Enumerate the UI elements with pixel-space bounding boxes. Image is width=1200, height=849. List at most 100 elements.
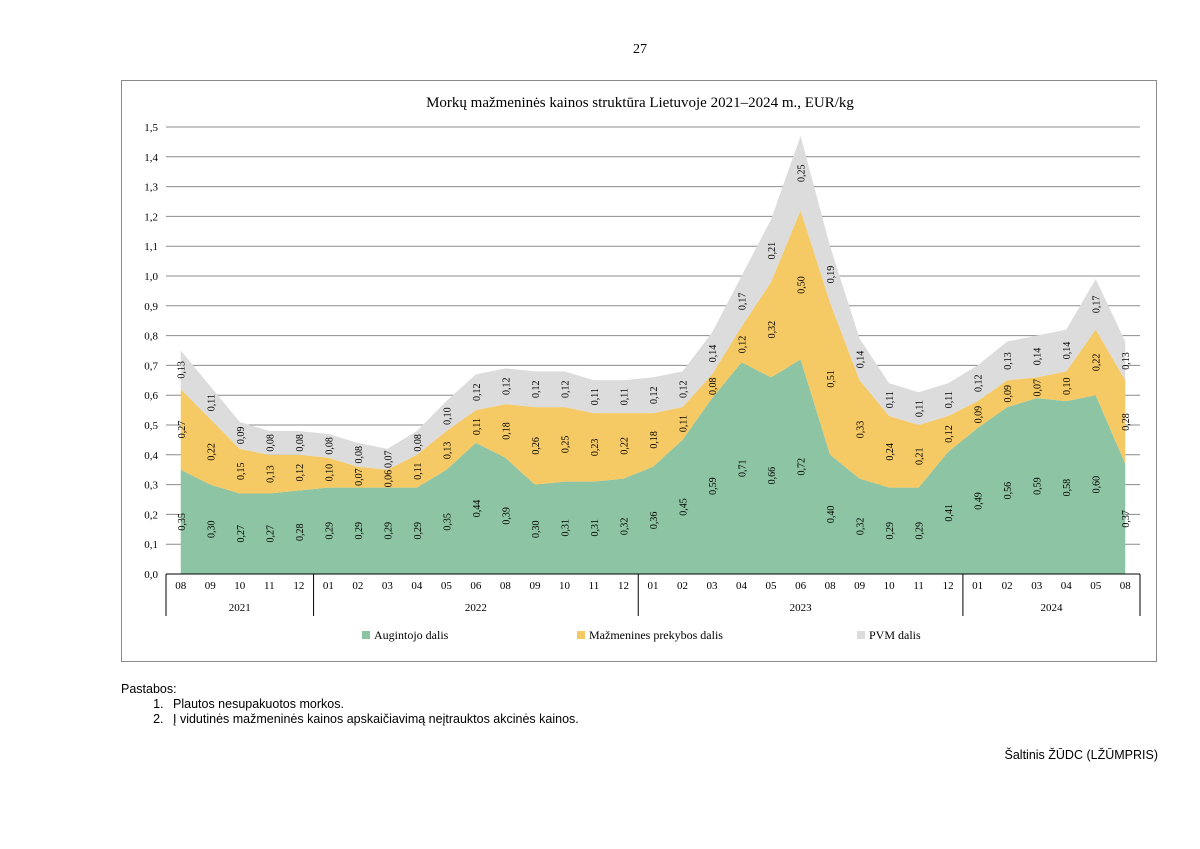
data-label: 0,18 — [501, 422, 512, 440]
legend-label: Augintojo dalis — [374, 628, 449, 642]
page-number: 27 — [633, 42, 647, 57]
x-tick-label: 05 — [1090, 580, 1102, 592]
notes: Pastabos: Plautos nesupakuotos morkos. Į… — [121, 682, 579, 727]
data-label: 0,22 — [206, 443, 217, 461]
data-label: 0,30 — [531, 521, 542, 539]
data-label: 0,31 — [590, 519, 601, 537]
data-label: 0,12 — [649, 386, 660, 404]
data-label: 0,11 — [472, 418, 483, 435]
data-label: 0,08 — [295, 434, 306, 452]
x-tick-label: 09 — [205, 580, 217, 592]
data-label: 0,12 — [531, 380, 542, 398]
data-label: 0,35 — [177, 513, 188, 531]
legend-label: PVM dalis — [869, 628, 921, 642]
x-tick-label: 11 — [264, 580, 275, 592]
data-label: 0,29 — [383, 522, 394, 540]
legend-swatch — [857, 631, 865, 639]
x-tick-label: 11 — [589, 580, 600, 592]
data-label: 0,26 — [531, 437, 542, 455]
data-label: 0,12 — [560, 380, 571, 398]
data-label: 0,14 — [856, 351, 867, 369]
data-label: 0,11 — [944, 391, 955, 408]
data-label: 0,12 — [944, 425, 955, 443]
x-tick-label: 05 — [766, 580, 778, 592]
data-label: 0,71 — [738, 459, 749, 477]
data-label: 0,08 — [265, 434, 276, 452]
data-label: 0,11 — [679, 415, 690, 432]
data-label: 0,08 — [708, 378, 719, 396]
year-label: 2022 — [465, 602, 487, 614]
legend-label: Mažmenines prekybos dalis — [589, 628, 723, 642]
data-label: 0,39 — [501, 507, 512, 525]
x-tick-label: 10 — [559, 580, 571, 592]
data-label: 0,09 — [1003, 385, 1014, 403]
data-label: 0,07 — [354, 468, 365, 486]
data-label: 0,10 — [442, 407, 453, 425]
data-label: 0,27 — [236, 525, 247, 543]
data-label: 0,24 — [885, 443, 896, 461]
notes-list: Plautos nesupakuotos morkos. Į vidutinės… — [121, 697, 579, 727]
x-tick-label: 06 — [795, 580, 807, 592]
data-label: 0,51 — [826, 370, 837, 388]
data-label: 0,28 — [1121, 413, 1132, 431]
data-label: 0,35 — [442, 513, 453, 531]
data-label: 0,07 — [1033, 379, 1044, 397]
legend-swatch — [577, 631, 585, 639]
data-label: 0,06 — [383, 470, 394, 488]
data-label: 0,32 — [767, 321, 778, 339]
data-label: 0,58 — [1062, 479, 1073, 497]
data-label: 0,29 — [324, 522, 335, 540]
data-label: 0,27 — [265, 525, 276, 543]
stacked-area-chart: Morkų mažmeninės kainos struktūra Lietuv… — [144, 95, 1141, 642]
data-label: 0,59 — [708, 477, 719, 495]
data-label: 0,32 — [619, 518, 630, 536]
x-tick-label: 09 — [854, 580, 866, 592]
data-label: 0,21 — [767, 242, 778, 259]
chart-title: Morkų mažmeninės kainos struktūra Lietuv… — [426, 95, 854, 111]
data-label: 0,49 — [974, 492, 985, 510]
x-tick-label: 02 — [677, 580, 688, 592]
data-label: 0,25 — [560, 436, 571, 454]
chart-frame: Morkų mažmeninės kainos struktūra Lietuv… — [121, 80, 1157, 662]
data-label: 0,11 — [206, 394, 217, 411]
data-label: 0,45 — [679, 498, 690, 516]
data-label: 0,08 — [413, 434, 424, 452]
data-label: 0,66 — [767, 467, 778, 485]
x-tick-label: 11 — [913, 580, 924, 592]
data-label: 0,29 — [885, 522, 896, 540]
data-label: 0,22 — [1092, 354, 1103, 372]
x-tick-label: 02 — [1002, 580, 1013, 592]
area-series-2 — [180, 210, 1126, 494]
y-tick-label: 0,3 — [144, 480, 158, 492]
data-label: 0,12 — [501, 378, 512, 396]
data-label: 0,12 — [295, 464, 306, 482]
note-item: Į vidutinės mažmeninės kainos apskaičiav… — [167, 712, 579, 727]
data-label: 0,14 — [1033, 348, 1044, 366]
data-label: 0,72 — [797, 458, 808, 476]
y-tick-label: 1,3 — [144, 182, 158, 194]
data-label: 0,15 — [236, 462, 247, 480]
x-tick-label: 01 — [648, 580, 659, 592]
data-label: 0,09 — [974, 406, 985, 424]
x-tick-label: 01 — [323, 580, 334, 592]
x-tick-label: 08 — [1120, 580, 1132, 592]
y-tick-label: 0,8 — [144, 331, 158, 343]
data-label: 0,29 — [413, 522, 424, 540]
y-tick-label: 0,7 — [144, 360, 158, 372]
data-label: 0,11 — [915, 400, 926, 417]
year-label: 2024 — [1040, 602, 1063, 614]
y-tick-label: 0,1 — [144, 539, 158, 551]
year-label: 2021 — [229, 602, 251, 614]
data-label: 0,29 — [354, 522, 365, 540]
data-label: 0,07 — [383, 451, 394, 469]
x-tick-label: 10 — [234, 580, 246, 592]
data-label: 0,13 — [1003, 352, 1014, 370]
source-credit: Šaltinis ŽŪDC (LŽŪMPRIS) — [1004, 748, 1159, 762]
data-label: 0,13 — [442, 442, 453, 460]
data-label: 0,59 — [1033, 477, 1044, 495]
data-label: 0,12 — [974, 375, 985, 393]
x-tick-label: 09 — [529, 580, 541, 592]
y-tick-label: 0,6 — [144, 390, 158, 402]
x-tick-label: 08 — [500, 580, 512, 592]
data-label: 0,21 — [915, 448, 926, 466]
